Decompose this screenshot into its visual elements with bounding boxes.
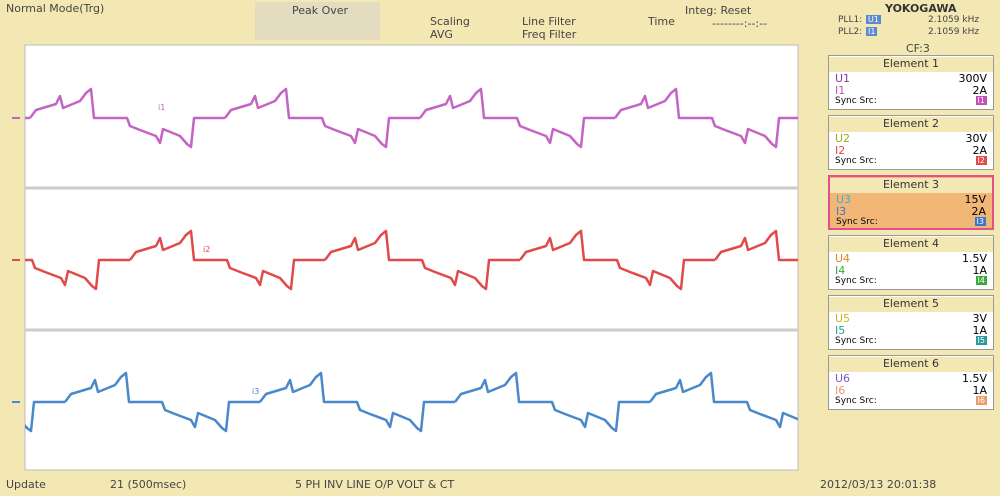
u-label: U6 (835, 372, 851, 385)
i-row: I2 2A (835, 144, 987, 157)
u-range: 300V (958, 72, 987, 85)
crest-factor: CF:3 (906, 42, 930, 55)
i-label: I2 (835, 144, 846, 157)
sync-row: Sync Src: I3 (836, 217, 986, 230)
element-title: Element 5 (829, 297, 993, 312)
u-label: U3 (836, 193, 852, 206)
waveform-label: i2 (203, 245, 210, 254)
u-label: U1 (835, 72, 851, 85)
u-row: U4 1.5V (835, 252, 987, 265)
avg: AVG (430, 28, 453, 41)
sync-source: I1 (975, 96, 987, 105)
sync-source: I3 (974, 217, 986, 226)
pll-source: U1 (866, 15, 881, 24)
element-title: Element 1 (829, 57, 993, 72)
sync-source: I6 (975, 396, 987, 405)
sync-row: Sync Src: I1 (835, 96, 987, 109)
peak-box (255, 2, 380, 40)
line-filter: Line Filter (522, 15, 576, 28)
waveform-label: i3 (252, 387, 259, 396)
i-label: I4 (835, 264, 846, 277)
u-range: 1.5V (961, 252, 987, 265)
mode: Normal Mode(Trg) (6, 2, 105, 15)
element-box: Element 5 U5 3V I5 1A Sync Src: I5 (828, 295, 994, 350)
update-value: 21 (500msec) (110, 478, 187, 491)
pll-label: PLL2: (838, 27, 863, 37)
plot-area (24, 44, 799, 471)
i-range: 1A (972, 324, 987, 337)
u-row: U3 15V (836, 193, 986, 206)
u-label: U4 (835, 252, 851, 265)
sync-label: Sync Src: (835, 276, 877, 286)
u-label: U5 (835, 312, 851, 325)
element-box: Element 2 U2 30V I2 2A Sync Src: I2 (828, 115, 994, 170)
sync-label: Sync Src: (835, 396, 877, 406)
pll-source: I1 (866, 27, 878, 36)
u-row: U1 300V (835, 72, 987, 85)
sync-row: Sync Src: I5 (835, 336, 987, 349)
i-label: I6 (835, 384, 846, 397)
i-range: 2A (971, 205, 986, 218)
u-row: U5 3V (835, 312, 987, 325)
freq-filter: Freq Filter (522, 28, 577, 41)
pll-label: PLL1: (838, 15, 863, 25)
sync-source: I5 (975, 336, 987, 345)
u-label: U2 (835, 132, 851, 145)
element-title: Element 6 (829, 357, 993, 372)
waveform-label: i1 (158, 103, 165, 112)
i-label: I5 (835, 324, 846, 337)
i-row: I4 1A (835, 264, 987, 277)
u-range: 3V (972, 312, 987, 325)
i-range: 1A (972, 384, 987, 397)
element-title: Element 2 (829, 117, 993, 132)
element-title: Element 3 (830, 178, 992, 193)
datetime: 2012/03/13 20:01:38 (820, 478, 937, 491)
u-range: 15V (964, 193, 986, 206)
i-range: 2A (972, 144, 987, 157)
pll-value: 2.1059 kHz (928, 27, 980, 37)
sync-label: Sync Src: (835, 336, 877, 346)
element-box: Element 4 U4 1.5V I4 1A Sync Src: I4 (828, 235, 994, 290)
element-box: Element 1 U1 300V I1 2A Sync Src: I1 (828, 55, 994, 110)
sync-label: Sync Src: (835, 156, 877, 166)
u-row: U2 30V (835, 132, 987, 145)
time-label: Time (648, 15, 675, 28)
i-label: I3 (836, 205, 847, 218)
sync-source: I4 (975, 276, 987, 285)
i-row: I1 2A (835, 84, 987, 97)
element-box: Element 3 U3 15V I3 2A Sync Src: I3 (828, 175, 994, 230)
update-label: Update (6, 478, 46, 491)
u-range: 1.5V (961, 372, 987, 385)
time-value: --------:--:-- (712, 17, 768, 30)
i-row: I5 1A (835, 324, 987, 337)
i-range: 1A (972, 264, 987, 277)
scaling: Scaling (430, 15, 470, 28)
brand: YOKOGAWA (885, 2, 957, 15)
element-box: Element 6 U6 1.5V I6 1A Sync Src: I6 (828, 355, 994, 410)
u-row: U6 1.5V (835, 372, 987, 385)
sync-label: Sync Src: (835, 96, 877, 106)
sync-row: Sync Src: I2 (835, 156, 987, 169)
sync-source: I2 (975, 156, 987, 165)
description: 5 PH INV LINE O/P VOLT & CT (295, 478, 455, 491)
i-row: I6 1A (835, 384, 987, 397)
element-title: Element 4 (829, 237, 993, 252)
integ: Integ: Reset (685, 4, 752, 17)
sync-label: Sync Src: (836, 217, 878, 227)
peak-over: Peak Over (292, 4, 349, 17)
pll-value: 2.1059 kHz (928, 15, 980, 25)
sync-row: Sync Src: I6 (835, 396, 987, 409)
i-label: I1 (835, 84, 846, 97)
sync-row: Sync Src: I4 (835, 276, 987, 289)
u-range: 30V (965, 132, 987, 145)
i-row: I3 2A (836, 205, 986, 218)
i-range: 2A (972, 84, 987, 97)
